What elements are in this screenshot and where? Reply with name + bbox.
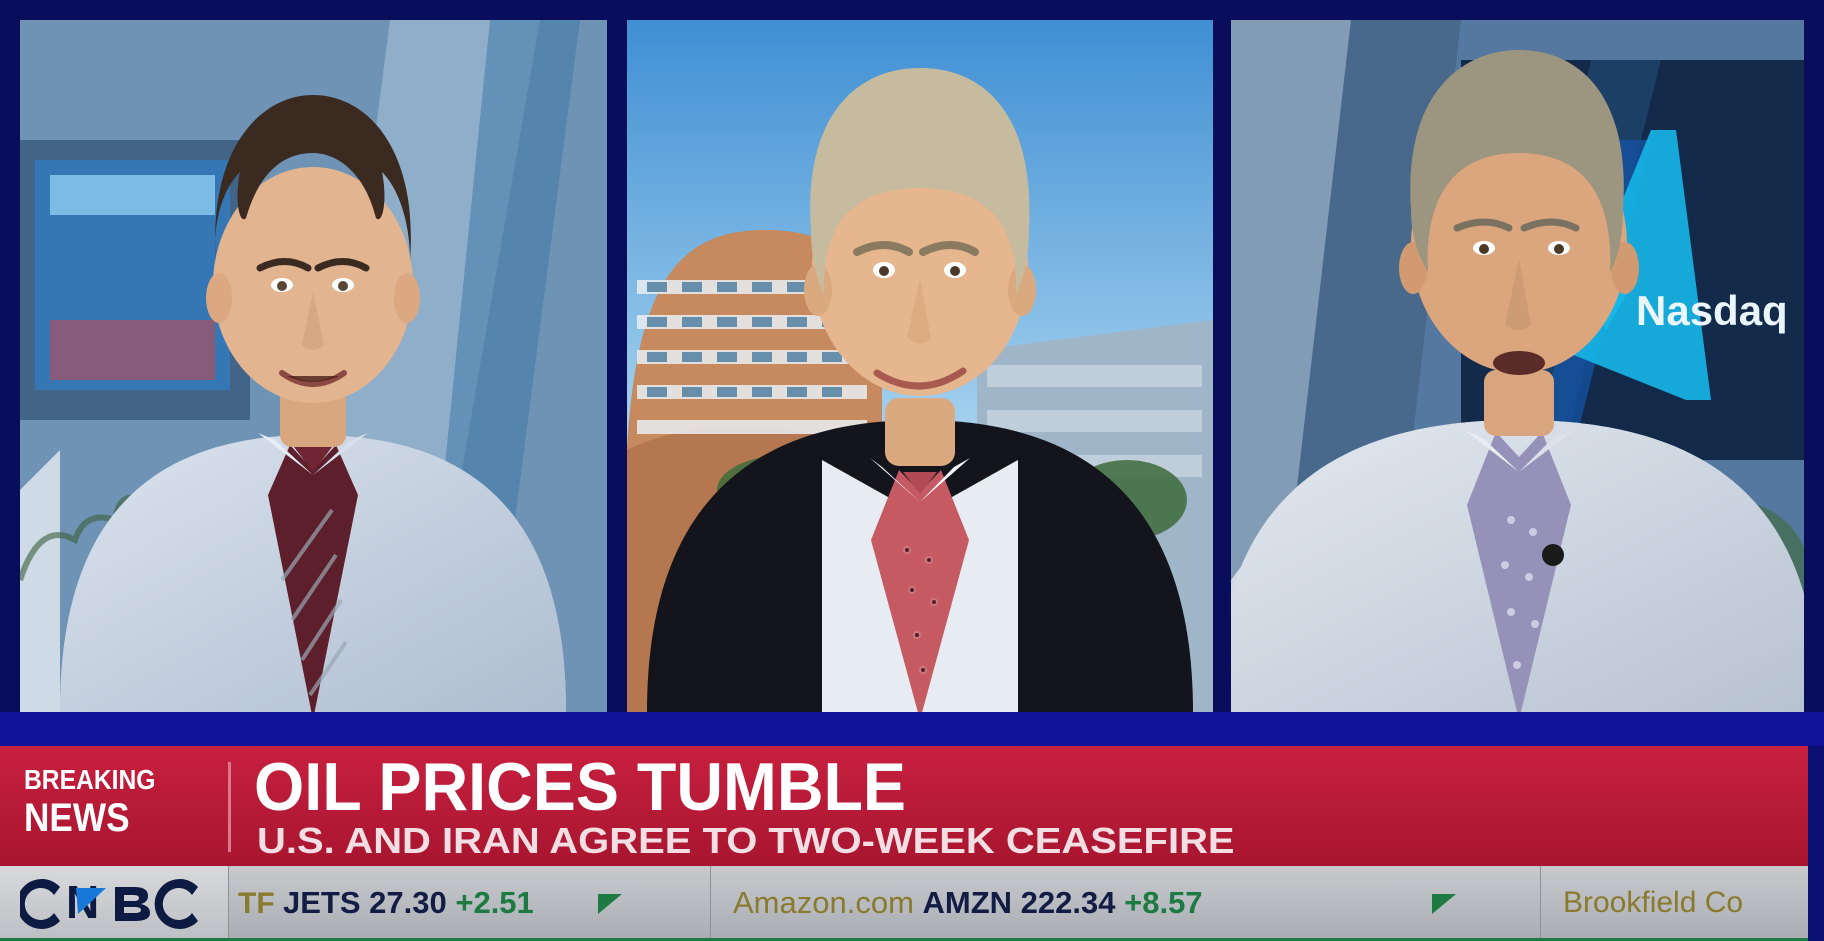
svg-text:Nasdaq: Nasdaq — [1636, 287, 1788, 334]
